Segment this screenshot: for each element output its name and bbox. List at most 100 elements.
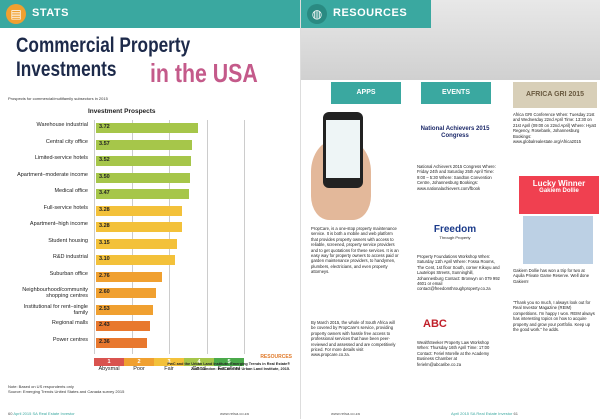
bar xyxy=(96,189,189,199)
africa-gri-logo: AFRICA GRI 2015 xyxy=(513,82,597,108)
national-achievers-text: National Achievers 2015 Congress Where: … xyxy=(417,164,496,191)
footer-url: www.reisa.co.za xyxy=(220,411,249,416)
chart-row: Power centres 2.36 xyxy=(10,337,290,349)
scale-number: 4 xyxy=(184,358,214,366)
category-label: Student housing xyxy=(48,237,88,244)
apps-description: PropCare, is a one-stop property mainten… xyxy=(311,226,399,275)
chart-row: Suburban office 2.76 xyxy=(10,271,290,283)
footer-right: April 2015 SA Real Estate Investor 61 xyxy=(451,411,518,416)
bar xyxy=(96,321,150,331)
note-text: Note: Based on US respondents only xyxy=(8,384,74,389)
footer-text: April 2015 SA Real Estate Investor xyxy=(13,411,75,416)
bar xyxy=(96,123,198,133)
value-label: 3.52 xyxy=(99,157,110,163)
bar xyxy=(96,205,182,216)
apps-tab: APPS xyxy=(331,82,401,104)
scale-number: 1 xyxy=(94,358,124,366)
value-label: 3.10 xyxy=(99,256,110,262)
chart-icon: ▤ xyxy=(6,4,26,24)
chart-row: Limited-service hotels 3.52 xyxy=(10,155,290,167)
africa-gri-text: Africa GRI Conference When: Tuesday 21st… xyxy=(513,112,596,145)
source-text: Source: Emerging Trends United States an… xyxy=(8,389,125,394)
chart-row: Apartment–high income 3.28 xyxy=(10,221,290,233)
chart-row: Institutional for rent–single family 2.53 xyxy=(10,304,290,316)
chart-title: Investment Prospects xyxy=(88,108,156,115)
abc-text: WealthSeeker Property Law Workshop When:… xyxy=(417,340,490,367)
bar xyxy=(96,156,191,166)
scale-label: Poor xyxy=(133,366,145,372)
scale-label: Good xyxy=(192,366,206,372)
bar xyxy=(96,337,147,348)
globe-icon: ◍ xyxy=(307,4,327,24)
chart-row: Medical office 3.47 xyxy=(10,188,290,200)
chart-row: Regional malls 2.43 xyxy=(10,320,290,332)
category-label: Medical office xyxy=(54,188,88,194)
resources-label: RESOURCES xyxy=(260,354,292,360)
stats-header: ▤ STATS xyxy=(0,0,300,28)
value-label: 3.47 xyxy=(99,190,110,196)
lucky-winner-badge: Lucky Winner Gakiem Dollie xyxy=(519,176,599,214)
value-label: 3.15 xyxy=(99,239,110,246)
chart-row: Full-service hotels 3.28 xyxy=(10,205,290,217)
value-label: 3.72 xyxy=(99,124,110,130)
winner-photo xyxy=(523,216,593,264)
chart-row: Apartment–moderate income 3.50 xyxy=(10,172,290,184)
category-label: Limited-service hotels xyxy=(34,155,88,161)
category-label: Full-service hotels xyxy=(43,204,88,211)
phone-image xyxy=(323,112,363,188)
category-label: Power centres xyxy=(52,336,88,343)
footer-text-right: April 2015 SA Real Estate Investor xyxy=(451,411,513,416)
bar xyxy=(96,222,182,232)
page-title-line2: in the USA xyxy=(150,58,258,88)
category-label: Neighbourhood/community shopping centres xyxy=(22,287,88,299)
bar xyxy=(96,255,175,265)
bar xyxy=(96,172,190,183)
bar xyxy=(96,304,154,315)
value-label: 2.36 xyxy=(99,338,110,345)
value-label: 3.28 xyxy=(99,206,110,213)
page-number: 60 xyxy=(8,411,13,416)
category-label: Suburban office xyxy=(49,270,88,277)
bar xyxy=(96,139,193,150)
grid-line xyxy=(206,120,208,354)
investment-prospects-chart: Investment Prospects Warehouse industria… xyxy=(8,104,293,382)
value-label: 2.76 xyxy=(99,272,110,279)
value-label: 3.50 xyxy=(99,173,110,180)
chart-row: R&D industrial 3.10 xyxy=(10,254,290,266)
stats-header-label: STATS xyxy=(32,7,69,19)
category-label: Apartment–high income xyxy=(29,221,88,227)
national-achievers-logo: National Achievers 2015 Congress xyxy=(419,120,491,160)
category-label: Warehouse industrial xyxy=(36,122,88,128)
bar xyxy=(96,288,156,298)
chart-note: Note: Based on US respondents only Sourc… xyxy=(8,384,124,394)
apps-description-2: By March 2015, the whole of South Africa… xyxy=(311,320,396,358)
category-label: Central city office xyxy=(45,138,88,145)
value-label: 2.53 xyxy=(99,305,110,312)
scale-number: 3 xyxy=(154,358,184,366)
abc-logo: ABC xyxy=(419,318,491,338)
events-tab: EVENTS xyxy=(421,82,491,104)
page-number-right: 61 xyxy=(513,411,518,416)
chart-row: Central city office 3.57 xyxy=(10,139,290,151)
chart-row: Neighbourhood/community shopping centres… xyxy=(10,287,290,299)
left-page: ▤ STATS Commercial Property Investments … xyxy=(0,0,300,416)
value-label: 3.57 xyxy=(99,140,110,147)
category-label: Regional malls xyxy=(51,320,88,326)
resources-header: ◍ RESOURCES xyxy=(301,0,431,28)
scale-label: Fair xyxy=(164,366,174,372)
scale-number: 2 xyxy=(124,358,154,366)
value-label: 2.60 xyxy=(99,289,110,295)
page-title: Commercial Property Investments xyxy=(16,34,191,81)
value-label: 3.28 xyxy=(99,223,110,229)
grid-line xyxy=(94,120,95,354)
category-label: Institutional for rent–single family xyxy=(23,303,88,316)
grid-line xyxy=(131,120,133,354)
bar xyxy=(96,271,162,282)
freedom-text: Property Foundations Workshop When: Satu… xyxy=(417,254,500,292)
resources-header-label: RESOURCES xyxy=(333,7,408,19)
lucky-winner-quote: "Thank you so much, I always look out fo… xyxy=(513,300,595,333)
category-label: Apartment–moderate income xyxy=(17,171,88,178)
category-label: R&D industrial xyxy=(52,254,88,260)
chart-row: Warehouse industrial 3.72 xyxy=(10,122,290,134)
